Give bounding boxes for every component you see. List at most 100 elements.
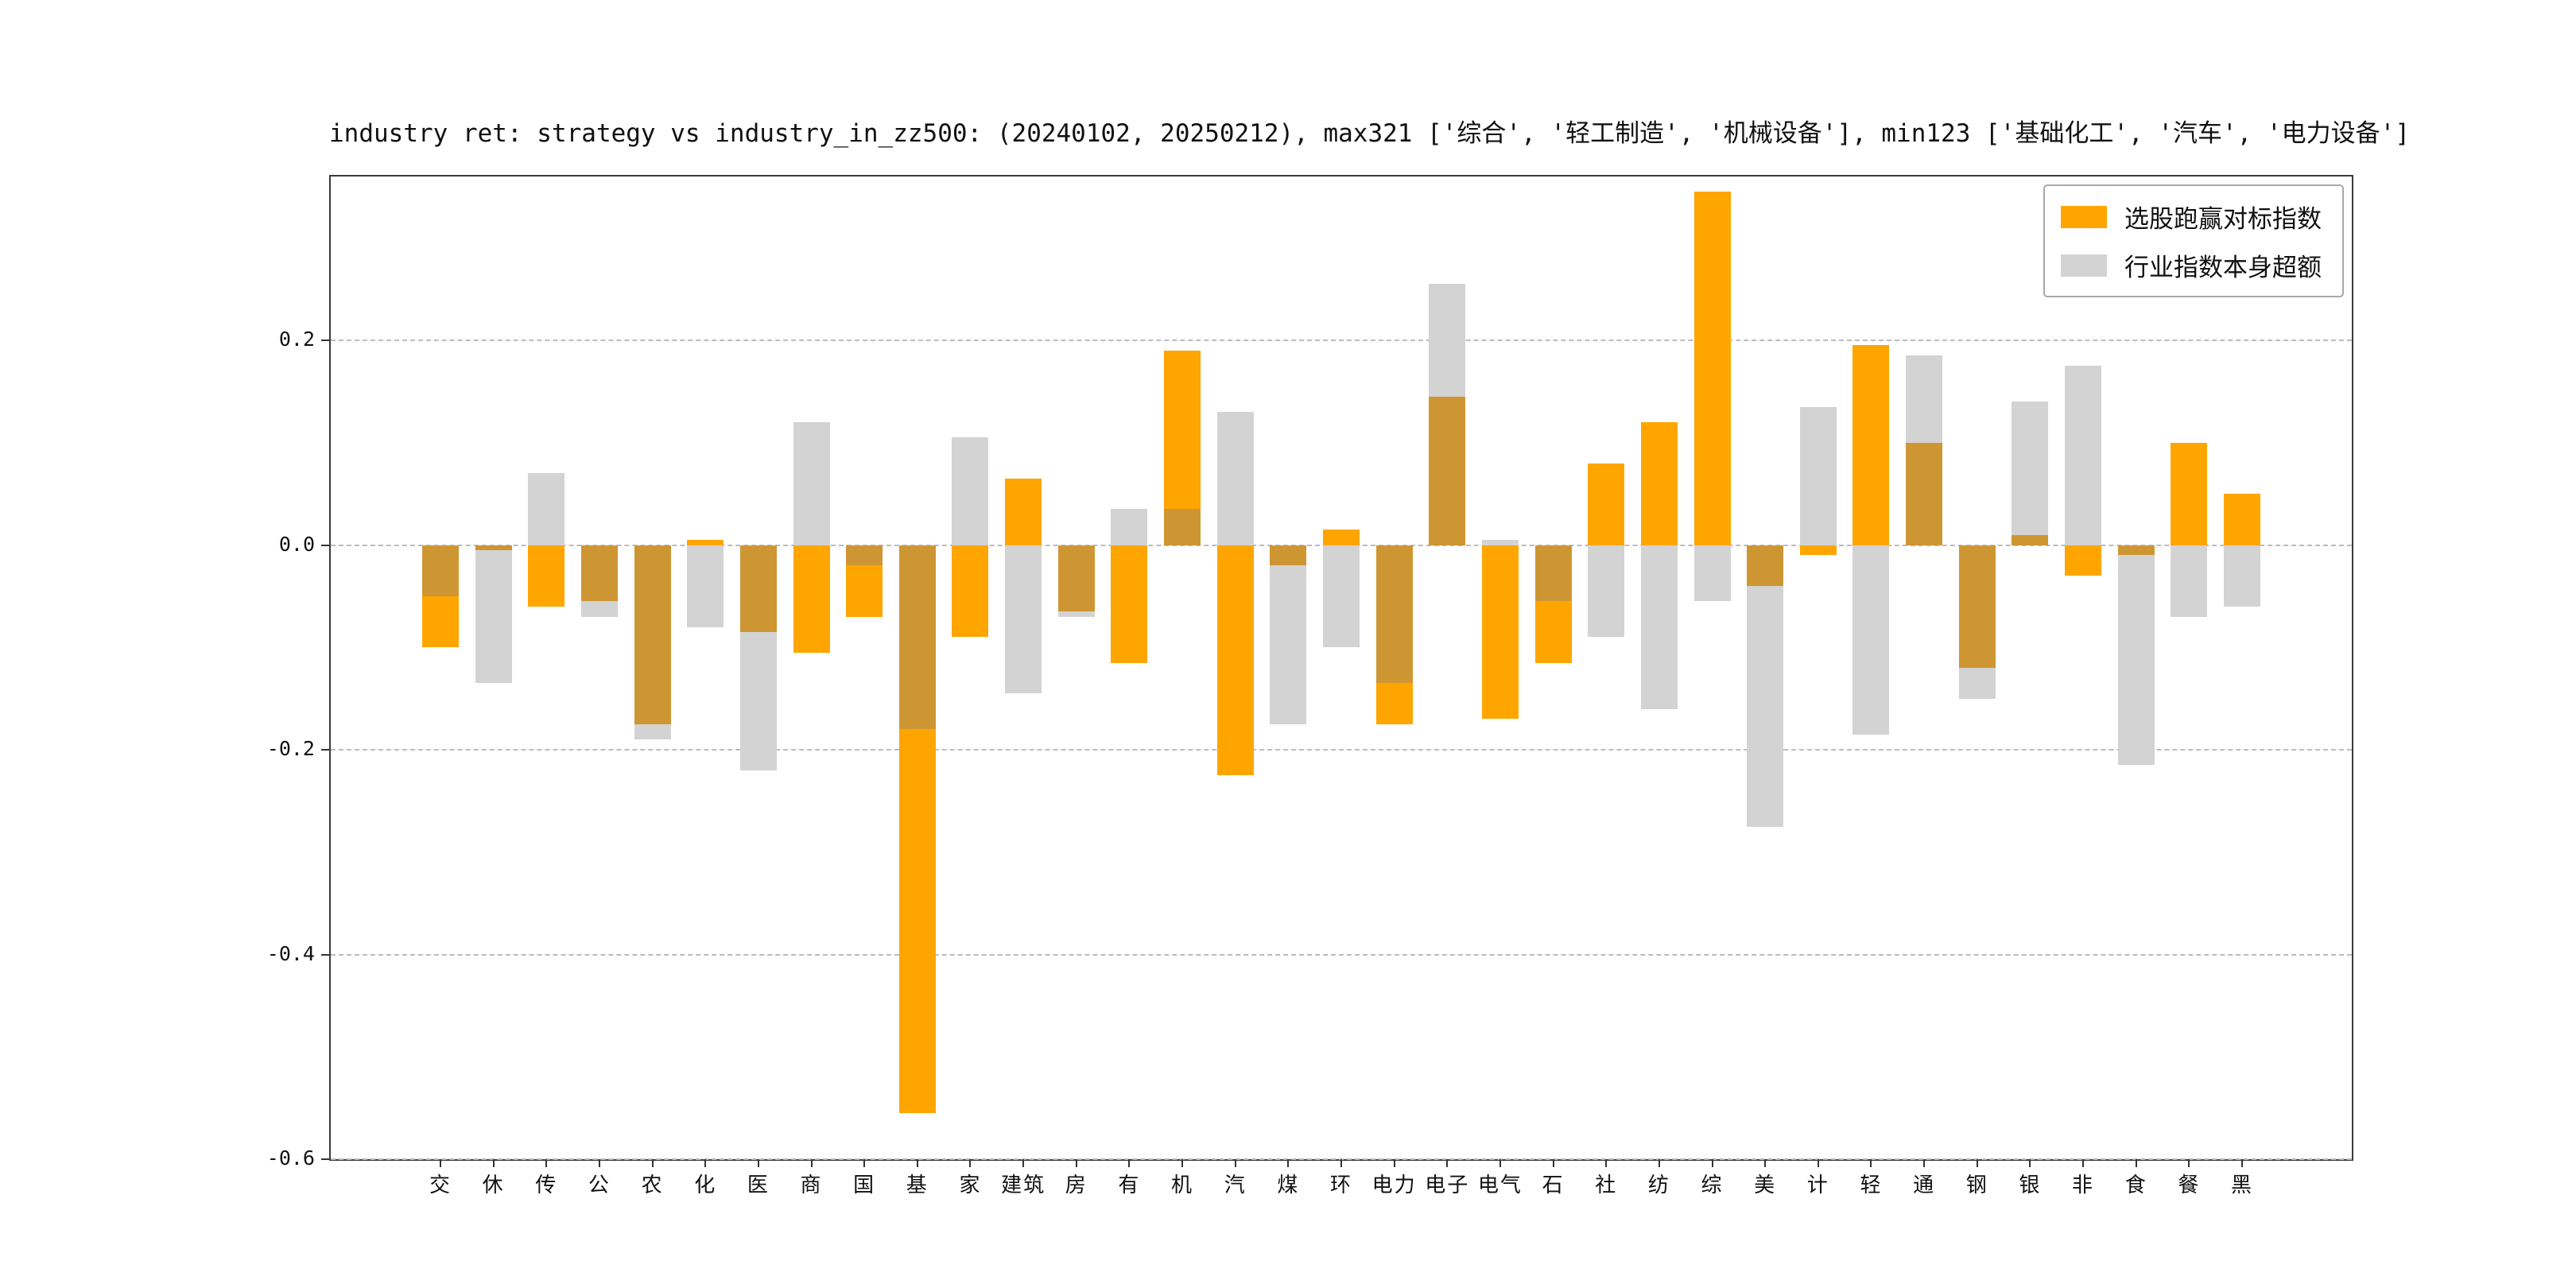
x-tick-mark xyxy=(1287,1159,1290,1167)
x-tick-label: 综 xyxy=(1701,1174,1724,1197)
x-tick-label: 美 xyxy=(1754,1174,1777,1197)
x-tick-mark xyxy=(1128,1159,1131,1167)
y-tick-mark xyxy=(321,339,329,341)
bar-industry-商 xyxy=(793,422,830,545)
x-tick-label: 家 xyxy=(959,1174,982,1197)
y-tick-label: -0.2 xyxy=(266,737,315,760)
bar-industry-食 xyxy=(2117,555,2155,766)
bar-overlap-机 xyxy=(1164,509,1201,545)
bar-overlap-石 xyxy=(1534,545,1572,602)
x-tick-label: 通 xyxy=(1913,1174,1936,1197)
x-tick-label: 餐 xyxy=(2178,1174,2201,1197)
x-tick-label: 医 xyxy=(747,1174,770,1197)
x-tick-mark xyxy=(757,1159,759,1167)
bar-overlap-房 xyxy=(1057,545,1095,612)
x-tick-label: 电子 xyxy=(1425,1174,1470,1197)
bar-industry-电气 xyxy=(1481,540,1519,545)
x-tick-label: 商 xyxy=(800,1174,823,1197)
x-tick-label: 化 xyxy=(694,1174,717,1197)
x-tick-label: 纺 xyxy=(1647,1174,1670,1197)
x-tick-label: 有 xyxy=(1118,1174,1141,1197)
bar-strategy-化 xyxy=(687,540,724,545)
bar-strategy-黑 xyxy=(2224,494,2260,545)
bar-overlap-煤 xyxy=(1270,545,1307,566)
x-tick-mark xyxy=(598,1159,600,1167)
x-tick-label: 公 xyxy=(588,1174,611,1197)
x-tick-mark xyxy=(2029,1159,2031,1167)
bar-strategy-基 xyxy=(898,729,936,1114)
bar-overlap-国 xyxy=(846,545,883,566)
x-tick-mark xyxy=(2135,1159,2137,1167)
bar-overlap-美 xyxy=(1747,545,1784,586)
legend-item-industry: 行业指数本身超额 xyxy=(2061,247,2322,283)
x-tick-mark xyxy=(1446,1159,1449,1167)
x-tick-label: 基 xyxy=(906,1174,929,1197)
x-tick-mark xyxy=(492,1159,495,1167)
bar-strategy-机 xyxy=(1164,350,1201,510)
bar-overlap-医 xyxy=(739,545,777,632)
gridline--0.2 xyxy=(331,749,2352,751)
x-tick-mark xyxy=(545,1159,548,1167)
bar-overlap-银 xyxy=(2012,534,2049,545)
bar-strategy-计 xyxy=(1799,545,1837,556)
bar-industry-化 xyxy=(687,545,724,627)
bar-overlap-公 xyxy=(580,545,618,602)
bar-strategy-轻 xyxy=(1852,345,1890,545)
bar-overlap-电力 xyxy=(1375,545,1413,684)
x-tick-mark xyxy=(1817,1159,1819,1167)
y-tick-mark xyxy=(321,1158,329,1160)
x-tick-mark xyxy=(1870,1159,1872,1167)
bar-industry-有 xyxy=(1111,509,1148,545)
x-tick-label: 食 xyxy=(2124,1174,2147,1197)
bar-industry-黑 xyxy=(2224,545,2260,607)
x-tick-label: 社 xyxy=(1595,1174,1618,1197)
bar-strategy-电力 xyxy=(1375,683,1413,724)
x-tick-label: 煤 xyxy=(1277,1174,1300,1197)
x-tick-label: 黑 xyxy=(2230,1174,2253,1197)
y-tick-mark xyxy=(321,749,329,751)
bar-industry-汽 xyxy=(1216,412,1254,545)
bar-industry-轻 xyxy=(1852,545,1890,735)
x-tick-label: 汽 xyxy=(1224,1174,1247,1197)
y-tick-label: 0.2 xyxy=(278,328,315,351)
bar-overlap-通 xyxy=(1906,442,1943,545)
bar-strategy-交 xyxy=(422,596,459,648)
bar-overlap-交 xyxy=(422,545,459,596)
x-tick-mark xyxy=(1764,1159,1767,1167)
y-tick-mark xyxy=(321,953,329,956)
bar-overlap-食 xyxy=(2117,545,2155,556)
bar-overlap-农 xyxy=(634,545,671,724)
x-tick-mark xyxy=(1658,1159,1660,1167)
bar-strategy-汽 xyxy=(1216,545,1254,776)
x-tick-mark xyxy=(1499,1159,1501,1167)
x-tick-label: 国 xyxy=(853,1174,876,1197)
x-tick-mark xyxy=(810,1159,813,1167)
bar-overlap-休 xyxy=(475,545,512,550)
x-tick-label: 休 xyxy=(482,1174,505,1197)
y-tick-mark xyxy=(321,544,329,546)
x-tick-label: 农 xyxy=(641,1174,664,1197)
x-tick-mark xyxy=(651,1159,654,1167)
y-tick-label: -0.6 xyxy=(266,1146,315,1170)
bar-strategy-家 xyxy=(952,545,989,638)
x-tick-mark xyxy=(1923,1159,1926,1167)
bar-strategy-有 xyxy=(1111,545,1148,663)
bar-overlap-钢 xyxy=(1958,545,1996,668)
bar-industry-餐 xyxy=(2171,545,2208,617)
legend-item-strategy: 选股跑赢对标指数 xyxy=(2061,199,2322,235)
x-tick-mark xyxy=(1181,1159,1184,1167)
bar-industry-计 xyxy=(1799,406,1837,545)
bar-strategy-电气 xyxy=(1481,545,1519,720)
bar-industry-纺 xyxy=(1640,545,1678,709)
legend-label-strategy: 选股跑赢对标指数 xyxy=(2124,205,2322,234)
x-tick-label: 电气 xyxy=(1477,1174,1523,1197)
x-tick-label: 建筑 xyxy=(1001,1174,1046,1197)
legend-label-industry: 行业指数本身超额 xyxy=(2124,254,2322,282)
x-tick-label: 银 xyxy=(2019,1174,2042,1197)
bar-industry-非 xyxy=(2065,366,2102,545)
bar-strategy-商 xyxy=(793,545,830,653)
bar-industry-环 xyxy=(1323,545,1360,648)
x-tick-mark xyxy=(2188,1159,2190,1167)
x-tick-mark xyxy=(1393,1159,1395,1167)
bar-industry-建筑 xyxy=(1005,545,1042,694)
